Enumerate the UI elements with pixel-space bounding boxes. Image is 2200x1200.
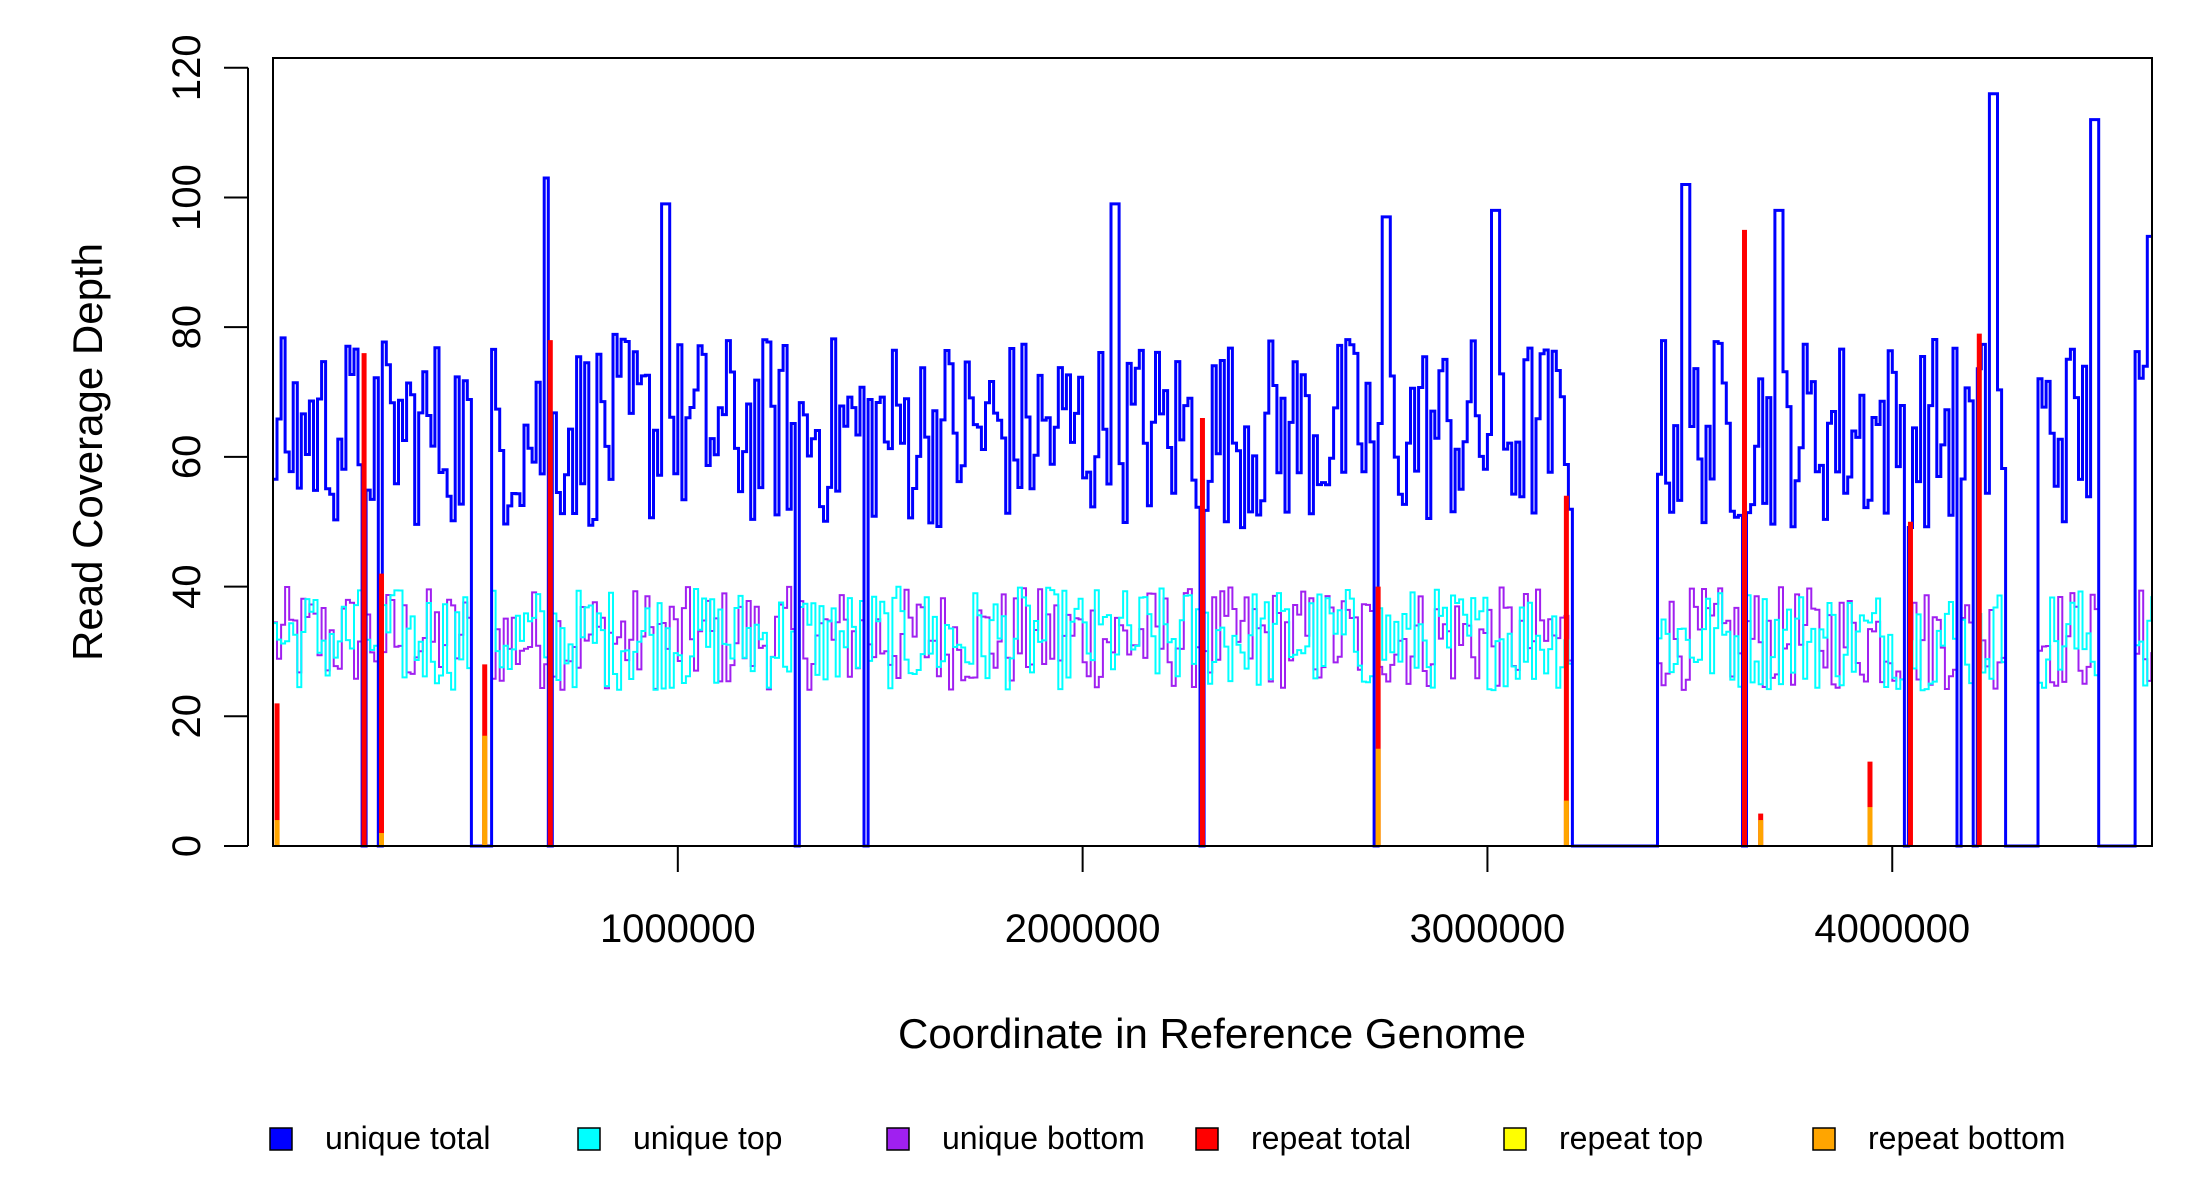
y-tick-label: 80 [165, 305, 209, 350]
legend-swatch-repeat-bottom [1812, 1127, 1836, 1151]
legend-label-repeat-bottom: repeat bottom [1868, 1120, 2065, 1156]
legend-label-repeat-top: repeat top [1559, 1120, 1703, 1156]
legend-swatch-unique-top [577, 1127, 601, 1151]
legend: unique total unique top unique bottom repea… [269, 1120, 2065, 1156]
x-axis: 1000000 2000000 3000000 4000000 [600, 846, 1970, 951]
legend-swatch-unique-total [269, 1127, 293, 1151]
x-tick-label: 4000000 [1814, 907, 1970, 951]
series-line-unique-total [273, 92, 2152, 848]
y-tick-label: 20 [165, 694, 209, 739]
legend-label-unique-total: unique total [325, 1120, 490, 1156]
plot-frame [272, 57, 2153, 847]
x-tick-label: 1000000 [600, 907, 756, 951]
series-layer [273, 92, 2153, 848]
legend-label-unique-top: unique top [633, 1120, 782, 1156]
y-axis: 0 20 40 60 80 100 120 [165, 34, 249, 857]
y-axis-label: Read Coverage Depth [64, 243, 111, 661]
x-tick-label: 2000000 [1005, 907, 1161, 951]
x-axis-label: Coordinate in Reference Genome [898, 1010, 1526, 1057]
legend-swatch-repeat-total [1195, 1127, 1219, 1151]
legend-label-unique-bottom: unique bottom [942, 1120, 1145, 1156]
y-tick-label: 40 [165, 564, 209, 609]
y-tick-label: 60 [165, 435, 209, 480]
series-line-unique-bottom [273, 585, 2153, 847]
y-tick-label: 0 [165, 835, 209, 857]
legend-label-repeat-total: repeat total [1251, 1120, 1411, 1156]
series-line-unique-top [273, 585, 2153, 847]
y-tick-label: 120 [165, 34, 209, 101]
legend-swatch-repeat-top [1503, 1127, 1527, 1151]
x-tick-label: 3000000 [1410, 907, 1566, 951]
y-tick-label: 100 [165, 164, 209, 231]
legend-swatch-unique-bottom [886, 1127, 910, 1151]
